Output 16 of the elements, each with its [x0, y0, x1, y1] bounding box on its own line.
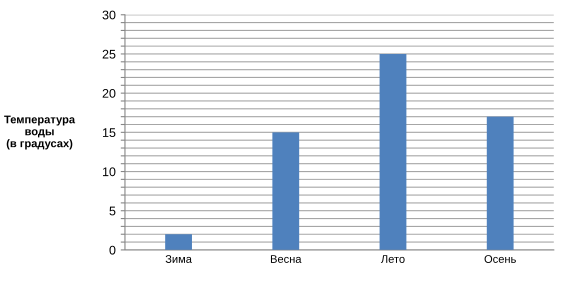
x-tick-label: Осень — [484, 255, 516, 263]
y-tick-label: 0 — [109, 246, 116, 255]
bar — [380, 54, 406, 250]
bar — [486, 116, 514, 250]
y-tick-label: 25 — [102, 50, 116, 59]
y-tick-label: 5 — [109, 206, 116, 216]
y-tick-label: 30 — [102, 10, 116, 20]
y-tick-label: 15 — [102, 128, 116, 137]
x-tick-label: Весна — [270, 255, 302, 263]
x-tick-label: Лето — [380, 255, 405, 263]
y-axis-title: Температура воды (в градусах) — [4, 116, 76, 150]
y-tick-label: 10 — [102, 167, 116, 176]
bar — [272, 132, 300, 250]
bar — [165, 234, 192, 250]
x-tick-label: Зима — [166, 255, 192, 263]
y-tick-label: 20 — [102, 88, 116, 98]
